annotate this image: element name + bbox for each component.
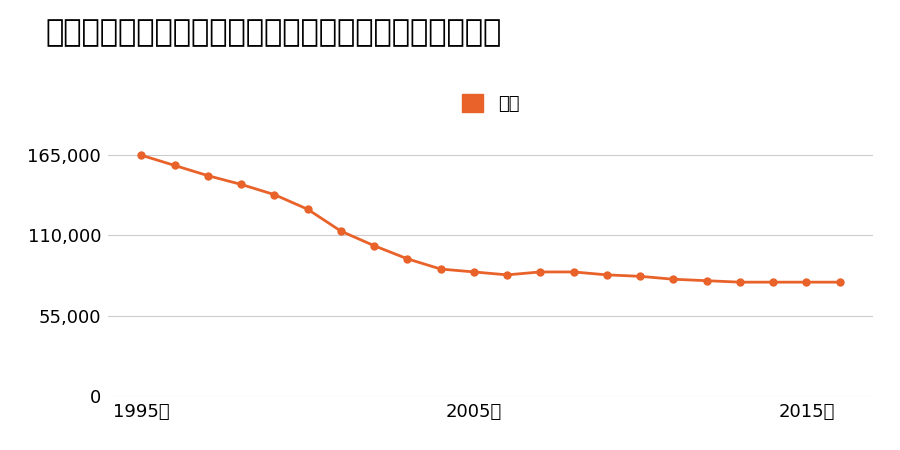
Text: 滋賀県大津市瀬田橋本町字篠部１２１番９外の地価推移: 滋賀県大津市瀬田橋本町字篠部１２１番９外の地価推移 — [45, 18, 501, 47]
Legend: 価格: 価格 — [454, 86, 526, 120]
